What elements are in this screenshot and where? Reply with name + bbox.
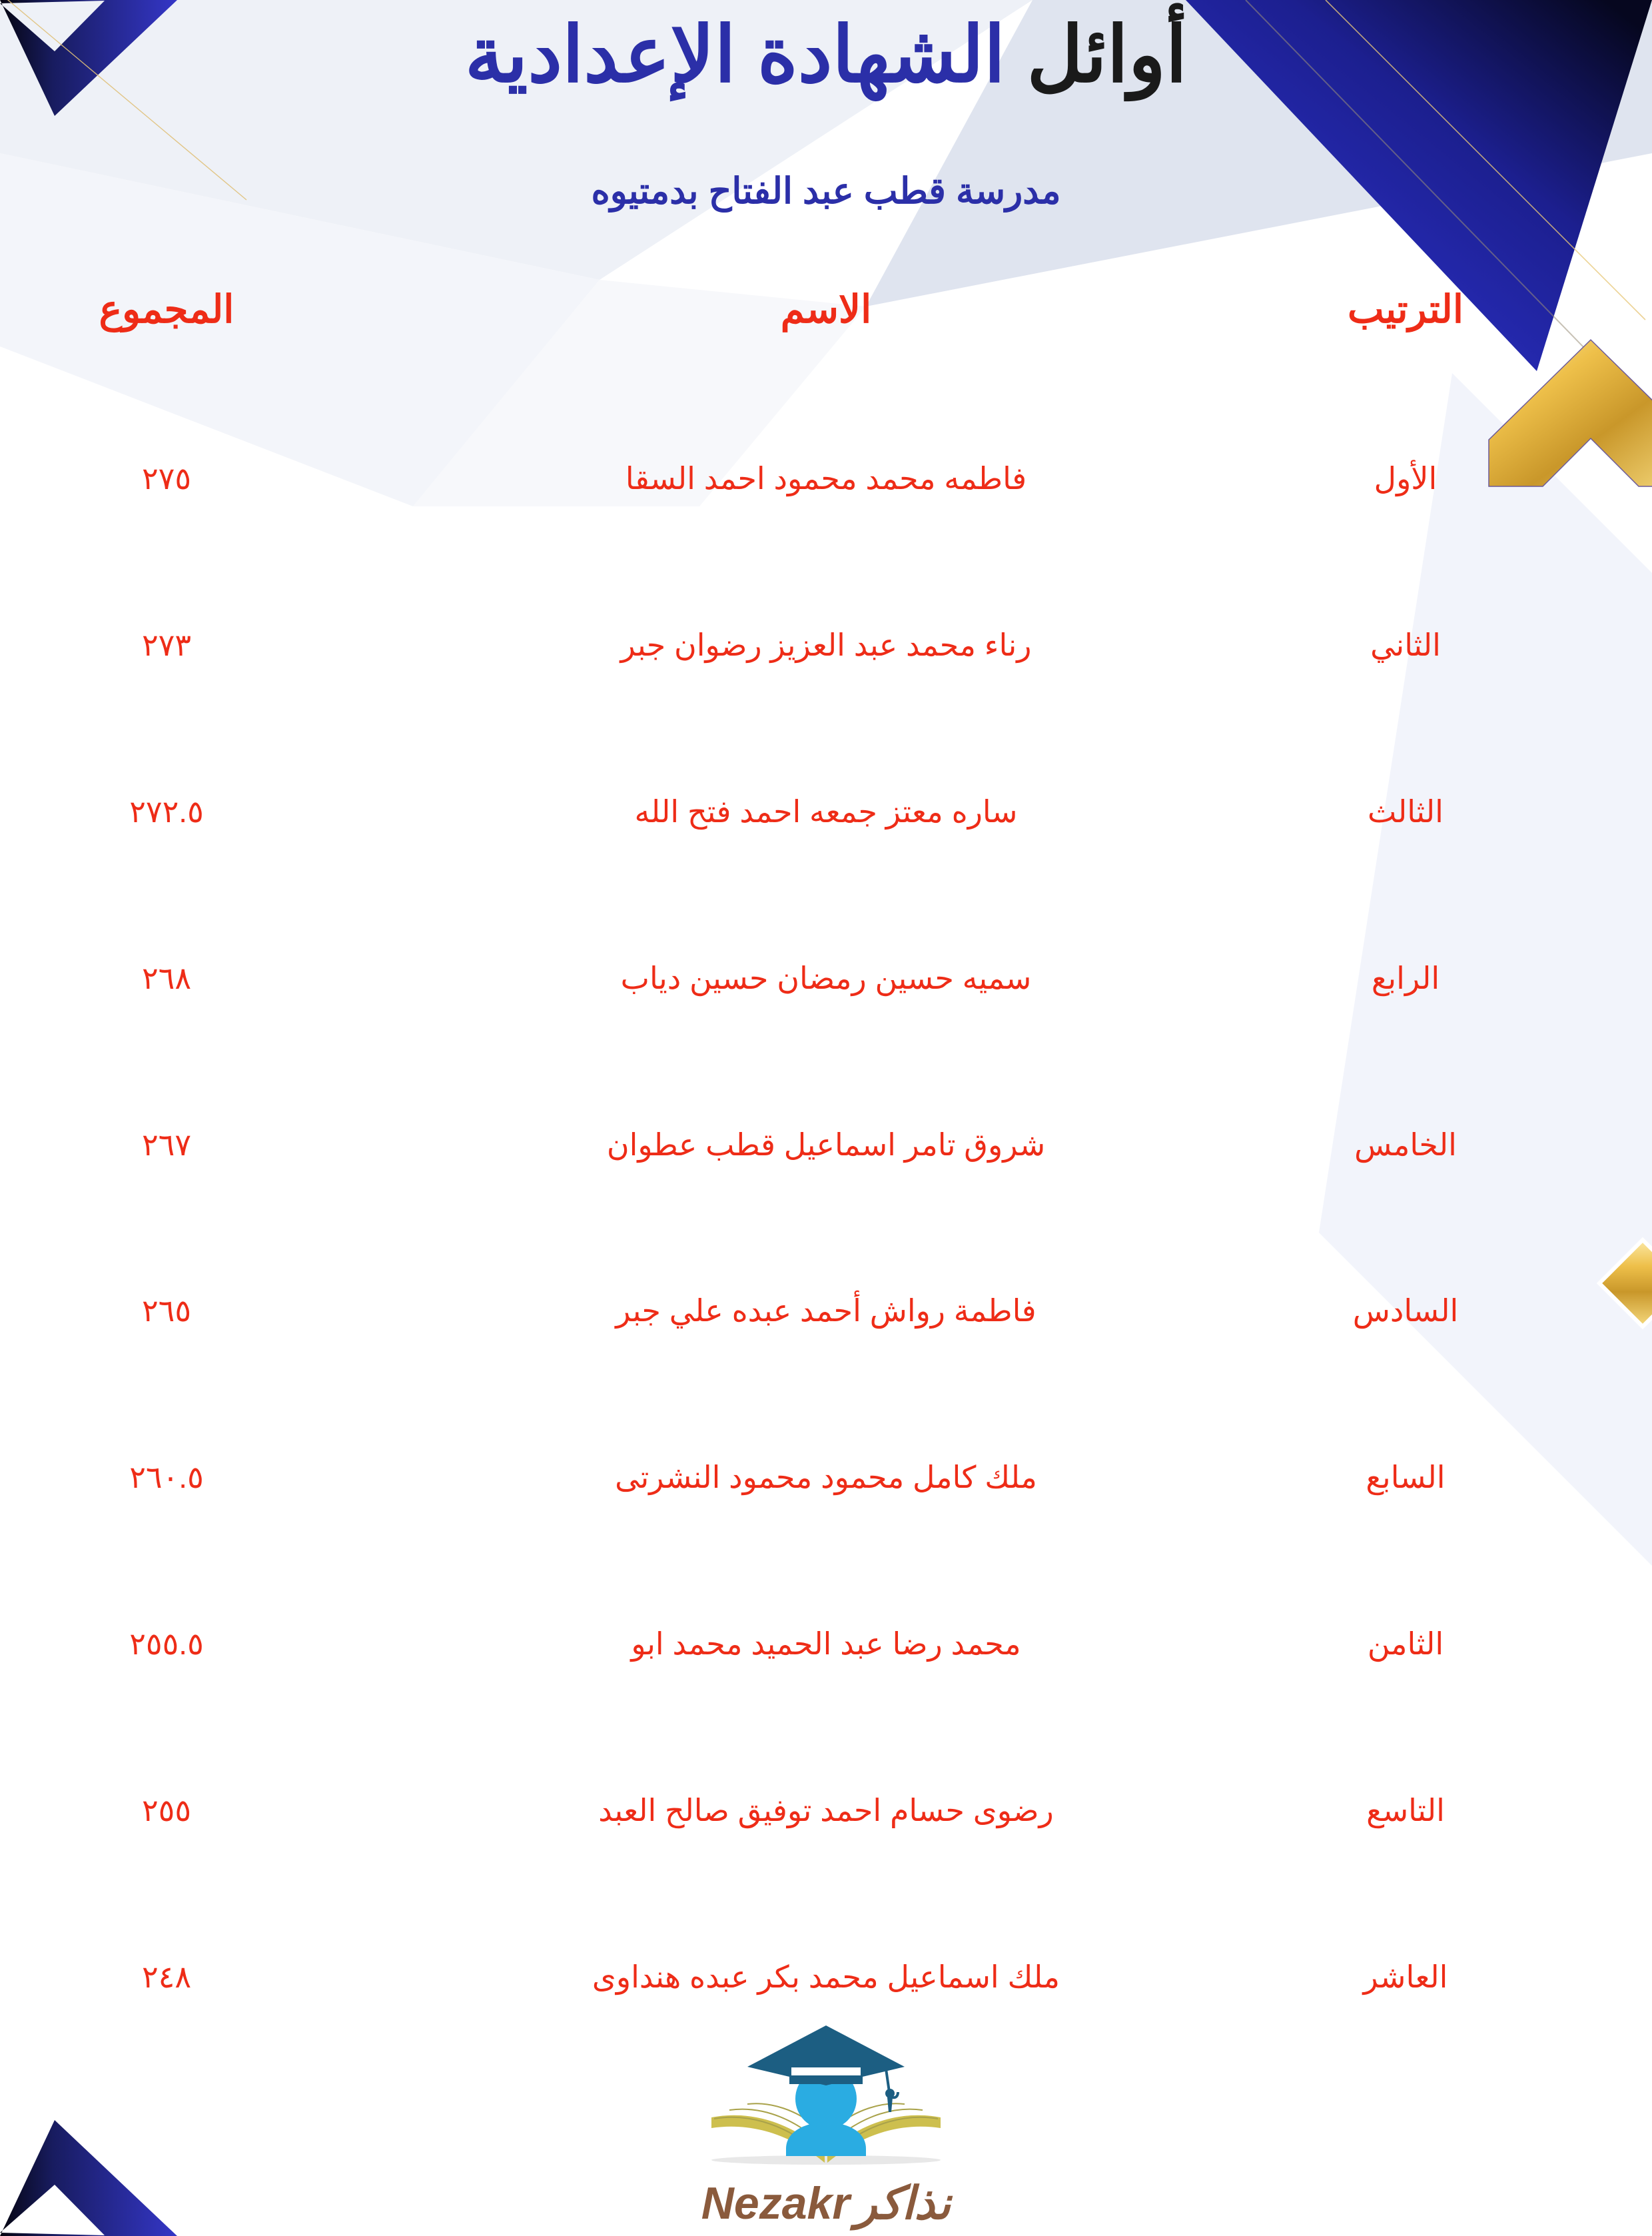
svg-text:نذاكرNezakr: نذاكرNezakr (701, 2178, 954, 2231)
